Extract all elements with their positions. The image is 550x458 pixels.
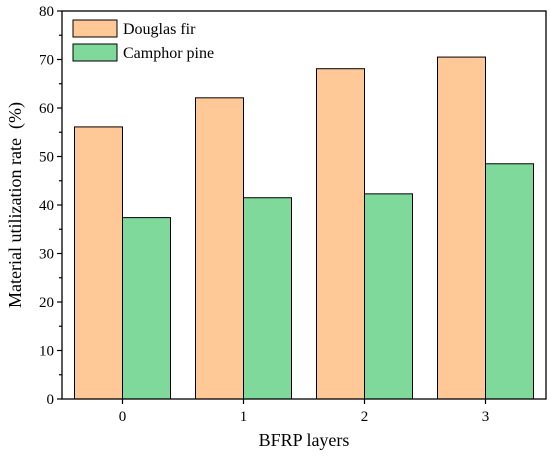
legend-label-douglas-fir: Douglas fir: [123, 21, 196, 38]
bar-douglas-fir-1: [195, 97, 244, 400]
y-tick-label-50: 50: [39, 150, 54, 166]
legend: Douglas fir Camphor pine: [72, 19, 214, 62]
y-tick-label-30: 30: [39, 247, 54, 263]
bar-camphor-pine-3: [485, 163, 534, 400]
legend-swatch-camphor-pine: [72, 43, 118, 62]
bar-douglas-fir-3: [437, 56, 486, 400]
y-tick-label-60: 60: [39, 101, 54, 117]
x-tick-label-3: 3: [482, 409, 490, 425]
legend-label-camphor-pine: Camphor pine: [123, 45, 214, 62]
y-tick-label-70: 70: [39, 53, 54, 69]
y-tick-label-40: 40: [39, 198, 54, 214]
bars-layer: [74, 56, 534, 400]
legend-swatch-douglas-fir: [72, 19, 118, 38]
y-tick-label-10: 10: [39, 344, 54, 360]
y-axis-label: Material utilization rate (%): [5, 102, 26, 308]
x-tick-label-1: 1: [240, 409, 248, 425]
x-axis-label: BFRP layers: [259, 430, 350, 450]
bar-camphor-pine-2: [364, 193, 413, 400]
y-tick-label-20: 20: [39, 295, 54, 311]
bar-camphor-pine-0: [122, 217, 171, 400]
y-tick-label-80: 80: [39, 4, 54, 20]
ticks-layer: 0 10 20 30 40 50 60 70 80 0 1 2 3: [39, 4, 489, 425]
y-tick-label-0: 0: [47, 392, 55, 408]
bar-douglas-fir-2: [316, 68, 365, 400]
bar-camphor-pine-1: [243, 197, 292, 400]
x-tick-label-2: 2: [361, 409, 369, 425]
x-tick-label-0: 0: [119, 409, 127, 425]
bar-douglas-fir-0: [74, 126, 123, 400]
